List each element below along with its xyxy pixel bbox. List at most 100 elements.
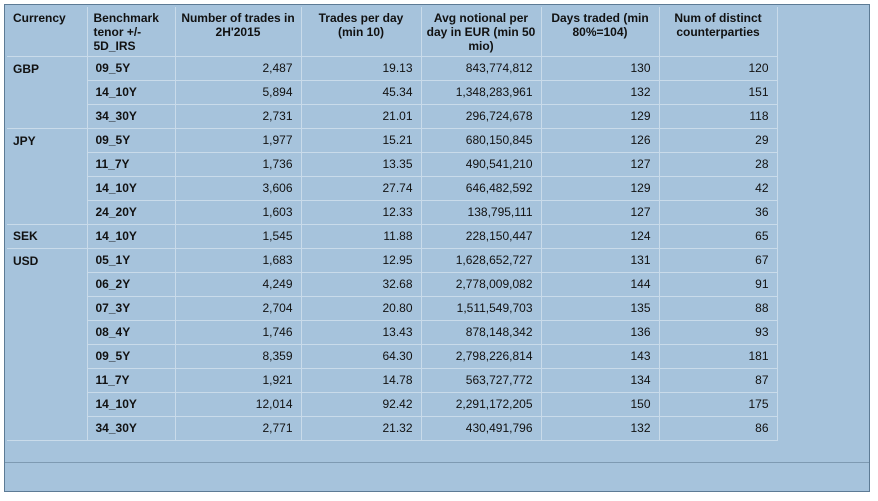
col-header-currency: Currency xyxy=(7,7,88,57)
tenor-cell: 14_10Y xyxy=(87,224,176,249)
col-header-avg-notional: Avg notional per day in EUR (min 50 mio) xyxy=(421,7,542,57)
counterparties-cell: 91 xyxy=(659,272,778,297)
avg-notional-cell: 1,511,549,703 xyxy=(421,296,542,321)
tenor-cell: 11_7Y xyxy=(87,368,176,393)
table-row: 09_5Y 8,359 64.30 2,798,226,814 143 181 xyxy=(7,344,778,369)
bottom-divider xyxy=(5,462,869,463)
tenor-cell: 09_5Y xyxy=(87,344,176,369)
table-row: SEK 14_10Y 1,545 11.88 228,150,447 124 65 xyxy=(7,224,778,249)
trades-per-day-cell: 19.13 xyxy=(301,56,422,81)
number-of-trades-cell: 2,771 xyxy=(175,416,302,441)
avg-notional-cell: 1,628,652,727 xyxy=(421,248,542,273)
table-row: 14_10Y 12,014 92.42 2,291,172,205 150 175 xyxy=(7,392,778,417)
table-row: USD 05_1Y 1,683 12.95 1,628,652,727 131 67 xyxy=(7,248,778,441)
trades-per-day-cell: 21.01 xyxy=(301,104,422,129)
trades-per-day-cell: 27.74 xyxy=(301,176,422,201)
number-of-trades-cell: 1,977 xyxy=(175,128,302,153)
trades-per-day-cell: 12.33 xyxy=(301,200,422,225)
days-traded-cell: 124 xyxy=(541,224,660,249)
table-row: 34_30Y 2,771 21.32 430,491,796 132 86 xyxy=(7,416,778,441)
table-row: 11_7Y 1,736 13.35 490,541,210 127 28 xyxy=(7,152,778,177)
trades-per-day-cell: 32.68 xyxy=(301,272,422,297)
number-of-trades-cell: 1,736 xyxy=(175,152,302,177)
counterparties-cell: 87 xyxy=(659,368,778,393)
avg-notional-cell: 680,150,845 xyxy=(421,128,542,153)
days-traded-cell: 144 xyxy=(541,272,660,297)
tenor-cell: 34_30Y xyxy=(87,104,176,129)
tenor-cell: 09_5Y xyxy=(87,56,176,81)
number-of-trades-cell: 1,746 xyxy=(175,320,302,345)
number-of-trades-cell: 12,014 xyxy=(175,392,302,417)
days-traded-cell: 126 xyxy=(541,128,660,153)
table-row: 07_3Y 2,704 20.80 1,511,549,703 135 88 xyxy=(7,296,778,321)
tenor-cell: 11_7Y xyxy=(87,152,176,177)
counterparties-cell: 67 xyxy=(659,248,778,273)
counterparties-cell: 86 xyxy=(659,416,778,441)
table-row: 08_4Y 1,746 13.43 878,148,342 136 93 xyxy=(7,320,778,345)
days-traded-cell: 134 xyxy=(541,368,660,393)
currency-cell: SEK xyxy=(7,224,88,249)
avg-notional-cell: 228,150,447 xyxy=(421,224,542,249)
days-traded-cell: 129 xyxy=(541,176,660,201)
counterparties-cell: 65 xyxy=(659,224,778,249)
table-row: 11_7Y 1,921 14.78 563,727,772 134 87 xyxy=(7,368,778,393)
counterparties-cell: 88 xyxy=(659,296,778,321)
trades-per-day-cell: 12.95 xyxy=(301,248,422,273)
days-traded-cell: 135 xyxy=(541,296,660,321)
currency-cell: JPY xyxy=(7,128,88,225)
col-header-trades-per-day: Trades per day (min 10) xyxy=(301,7,422,57)
counterparties-cell: 120 xyxy=(659,56,778,81)
counterparties-cell: 118 xyxy=(659,104,778,129)
number-of-trades-cell: 2,731 xyxy=(175,104,302,129)
counterparties-cell: 42 xyxy=(659,176,778,201)
days-traded-cell: 127 xyxy=(541,200,660,225)
days-traded-cell: 130 xyxy=(541,56,660,81)
number-of-trades-cell: 1,921 xyxy=(175,368,302,393)
number-of-trades-cell: 1,545 xyxy=(175,224,302,249)
avg-notional-cell: 430,491,796 xyxy=(421,416,542,441)
counterparties-cell: 29 xyxy=(659,128,778,153)
days-traded-cell: 143 xyxy=(541,344,660,369)
tenor-cell: 24_20Y xyxy=(87,200,176,225)
table-row: 24_20Y 1,603 12.33 138,795,111 127 36 xyxy=(7,200,778,225)
tenor-cell: 14_10Y xyxy=(87,176,176,201)
avg-notional-cell: 2,291,172,205 xyxy=(421,392,542,417)
number-of-trades-cell: 2,704 xyxy=(175,296,302,321)
tenor-cell: 08_4Y xyxy=(87,320,176,345)
trades-per-day-cell: 15.21 xyxy=(301,128,422,153)
tenor-cell: 05_1Y xyxy=(87,248,176,273)
avg-notional-cell: 138,795,111 xyxy=(421,200,542,225)
avg-notional-cell: 296,724,678 xyxy=(421,104,542,129)
tenor-cell: 14_10Y xyxy=(87,392,176,417)
header-row: Currency Benchmark tenor +/- 5D_IRS Numb… xyxy=(7,7,778,57)
table-panel: Currency Benchmark tenor +/- 5D_IRS Numb… xyxy=(4,4,870,492)
trades-per-day-cell: 64.30 xyxy=(301,344,422,369)
number-of-trades-cell: 5,894 xyxy=(175,80,302,105)
trades-per-day-cell: 45.34 xyxy=(301,80,422,105)
avg-notional-cell: 563,727,772 xyxy=(421,368,542,393)
counterparties-cell: 181 xyxy=(659,344,778,369)
avg-notional-cell: 878,148,342 xyxy=(421,320,542,345)
avg-notional-cell: 646,482,592 xyxy=(421,176,542,201)
tenor-cell: 34_30Y xyxy=(87,416,176,441)
counterparties-cell: 36 xyxy=(659,200,778,225)
days-traded-cell: 132 xyxy=(541,416,660,441)
counterparties-cell: 175 xyxy=(659,392,778,417)
number-of-trades-cell: 8,359 xyxy=(175,344,302,369)
tenor-cell: 06_2Y xyxy=(87,272,176,297)
col-header-number-of-trades: Number of trades in 2H'2015 xyxy=(175,7,302,57)
days-traded-cell: 129 xyxy=(541,104,660,129)
trades-per-day-cell: 11.88 xyxy=(301,224,422,249)
number-of-trades-cell: 2,487 xyxy=(175,56,302,81)
counterparties-cell: 151 xyxy=(659,80,778,105)
tenor-cell: 09_5Y xyxy=(87,128,176,153)
counterparties-cell: 93 xyxy=(659,320,778,345)
trades-per-day-cell: 14.78 xyxy=(301,368,422,393)
col-header-days-traded: Days traded (min 80%=104) xyxy=(541,7,660,57)
trades-per-day-cell: 13.43 xyxy=(301,320,422,345)
tenor-cell: 14_10Y xyxy=(87,80,176,105)
table-row: 06_2Y 4,249 32.68 2,778,009,082 144 91 xyxy=(7,272,778,297)
table-row: 14_10Y 5,894 45.34 1,348,283,961 132 151 xyxy=(7,80,778,105)
number-of-trades-cell: 3,606 xyxy=(175,176,302,201)
trades-per-day-cell: 20.80 xyxy=(301,296,422,321)
